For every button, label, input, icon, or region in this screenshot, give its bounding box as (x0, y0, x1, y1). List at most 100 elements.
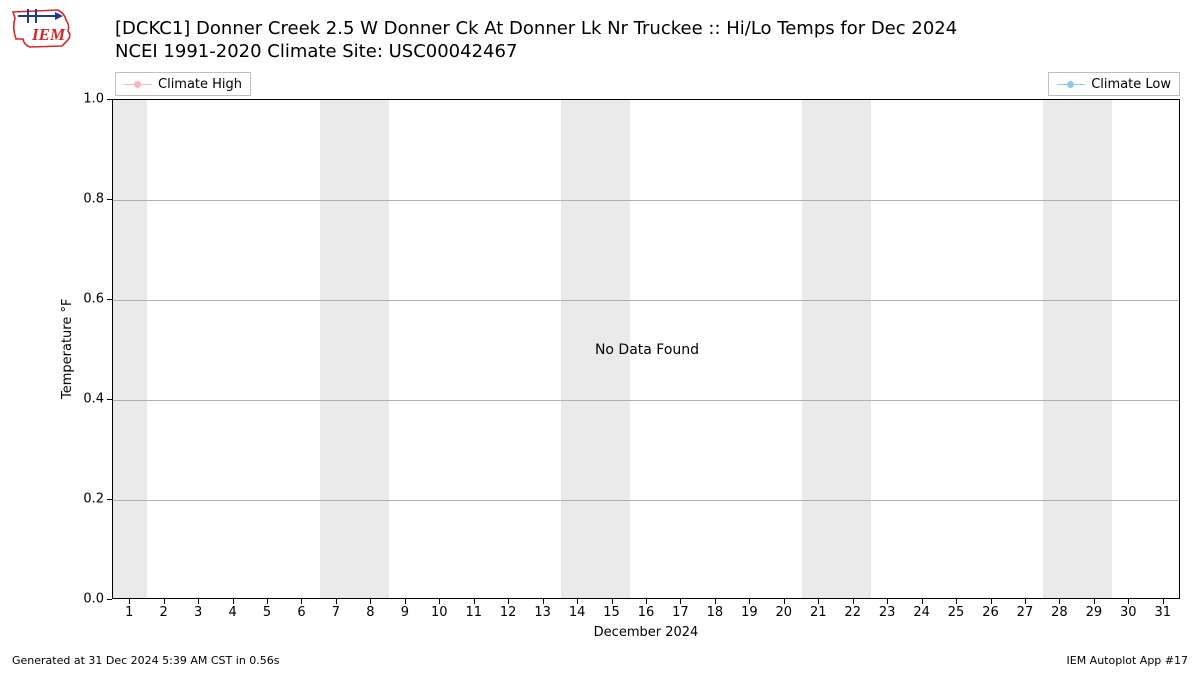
x-tick-label: 15 (600, 605, 624, 620)
chart-title: [DCKC1] Donner Creek 2.5 W Donner Ck At … (115, 18, 957, 63)
x-tick-label: 7 (324, 605, 348, 620)
x-tick-mark (267, 599, 268, 604)
x-tick-label: 24 (910, 605, 934, 620)
x-tick-mark (1059, 599, 1060, 604)
x-tick-mark (164, 599, 165, 604)
x-tick-label: 22 (841, 605, 865, 620)
x-tick-mark (680, 599, 681, 604)
x-tick-mark (577, 599, 578, 604)
x-tick-label: 10 (427, 605, 451, 620)
x-tick-mark (818, 599, 819, 604)
x-tick-label: 27 (1013, 605, 1037, 620)
x-tick-mark (853, 599, 854, 604)
weekend-band (802, 100, 836, 598)
x-tick-mark (370, 599, 371, 604)
x-tick-label: 30 (1116, 605, 1140, 620)
x-tick-mark (1094, 599, 1095, 604)
y-tick-mark (107, 599, 112, 600)
x-tick-label: 23 (875, 605, 899, 620)
no-data-message: No Data Found (595, 342, 699, 358)
x-tick-mark (1128, 599, 1129, 604)
x-tick-mark (612, 599, 613, 604)
x-tick-mark (198, 599, 199, 604)
weekend-band (836, 100, 870, 598)
y-tick-label: 0.0 (74, 592, 104, 607)
x-axis-label: December 2024 (112, 625, 1180, 640)
x-tick-label: 6 (289, 605, 313, 620)
title-line-2: NCEI 1991-2020 Climate Site: USC00042467 (115, 41, 957, 64)
x-tick-mark (646, 599, 647, 604)
x-tick-mark (749, 599, 750, 604)
x-tick-mark (474, 599, 475, 604)
y-tick-mark (107, 499, 112, 500)
gridline (113, 400, 1179, 401)
footer-app: IEM Autoplot App #17 (1067, 654, 1189, 667)
x-tick-label: 12 (496, 605, 520, 620)
x-tick-mark (336, 599, 337, 604)
legend-low-marker (1067, 81, 1074, 88)
title-line-1: [DCKC1] Donner Creek 2.5 W Donner Ck At … (115, 18, 957, 41)
legend-high-label: Climate High (158, 77, 242, 92)
x-tick-label: 16 (634, 605, 658, 620)
x-tick-mark (887, 599, 888, 604)
y-tick-label: 0.8 (74, 192, 104, 207)
y-axis-label: Temperature °F (60, 299, 75, 399)
x-tick-mark (233, 599, 234, 604)
legend-low-line (1057, 84, 1085, 85)
x-tick-label: 1 (117, 605, 141, 620)
x-tick-label: 29 (1082, 605, 1106, 620)
legend-high-line (124, 84, 152, 85)
x-tick-label: 4 (221, 605, 245, 620)
x-tick-label: 21 (806, 605, 830, 620)
x-tick-label: 19 (737, 605, 761, 620)
plot-area: No Data Found (112, 99, 1180, 599)
y-tick-label: 0.4 (74, 392, 104, 407)
weekend-band (320, 100, 354, 598)
x-tick-label: 3 (186, 605, 210, 620)
y-tick-mark (107, 299, 112, 300)
gridline (113, 200, 1179, 201)
y-tick-mark (107, 99, 112, 100)
legend-low-label: Climate Low (1091, 77, 1171, 92)
weekend-band (1043, 100, 1077, 598)
legend-high: Climate High (115, 72, 251, 96)
y-tick-mark (107, 199, 112, 200)
x-tick-label: 8 (358, 605, 382, 620)
legend-high-marker (134, 81, 141, 88)
y-tick-label: 0.6 (74, 292, 104, 307)
weekend-band (354, 100, 388, 598)
x-tick-mark (543, 599, 544, 604)
y-tick-mark (107, 399, 112, 400)
x-tick-mark (922, 599, 923, 604)
x-tick-mark (991, 599, 992, 604)
legend-low: Climate Low (1048, 72, 1180, 96)
y-tick-label: 1.0 (74, 92, 104, 107)
x-tick-mark (1163, 599, 1164, 604)
x-tick-label: 11 (462, 605, 486, 620)
x-tick-label: 17 (668, 605, 692, 620)
x-tick-label: 31 (1151, 605, 1175, 620)
x-tick-label: 28 (1047, 605, 1071, 620)
x-tick-mark (508, 599, 509, 604)
x-tick-label: 2 (152, 605, 176, 620)
logo-text: IEM (31, 25, 66, 44)
x-tick-label: 20 (772, 605, 796, 620)
x-tick-mark (1025, 599, 1026, 604)
x-tick-label: 5 (255, 605, 279, 620)
x-tick-label: 9 (393, 605, 417, 620)
x-tick-mark (715, 599, 716, 604)
x-tick-label: 13 (531, 605, 555, 620)
x-tick-label: 25 (944, 605, 968, 620)
y-tick-label: 0.2 (74, 492, 104, 507)
x-tick-mark (301, 599, 302, 604)
weekend-band (1078, 100, 1112, 598)
x-tick-mark (784, 599, 785, 604)
figure-root: IEM [DCKC1] Donner Creek 2.5 W Donner Ck… (0, 0, 1200, 675)
gridline (113, 500, 1179, 501)
gridline (113, 300, 1179, 301)
x-tick-mark (439, 599, 440, 604)
weekend-band (561, 100, 595, 598)
iem-logo: IEM (10, 6, 75, 51)
footer-generated: Generated at 31 Dec 2024 5:39 AM CST in … (12, 654, 280, 667)
x-tick-label: 26 (979, 605, 1003, 620)
